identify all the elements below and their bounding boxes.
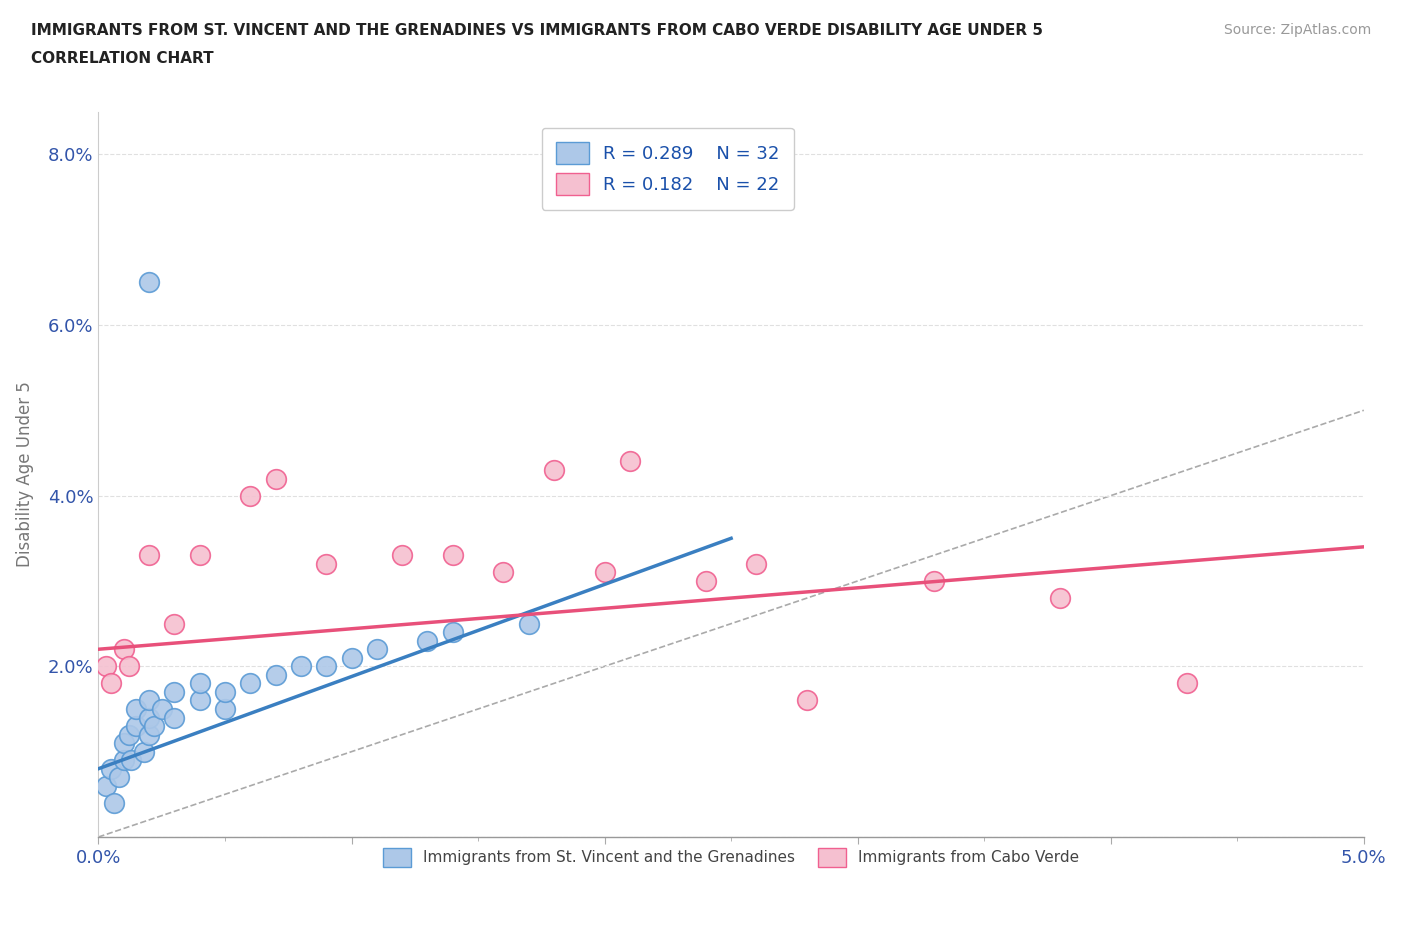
Point: [163, 617, 186, 631]
Point: [922, 574, 945, 589]
Y-axis label: Disability Age Under 5: Disability Age Under 5: [15, 381, 34, 567]
Point: [1175, 676, 1198, 691]
Legend: Immigrants from St. Vincent and the Grenadines, Immigrants from Cabo Verde: Immigrants from St. Vincent and the Gren…: [377, 842, 1085, 873]
Point: [138, 727, 160, 742]
Point: [94, 778, 117, 793]
Point: [138, 548, 160, 563]
Point: [94, 658, 117, 673]
Point: [492, 565, 515, 580]
Point: [188, 548, 211, 563]
Point: [517, 617, 540, 631]
Point: [391, 548, 413, 563]
Point: [118, 727, 141, 742]
Point: [107, 770, 129, 785]
Point: [441, 548, 464, 563]
Point: [138, 693, 160, 708]
Point: [214, 684, 236, 699]
Point: [441, 625, 464, 640]
Point: [138, 275, 160, 290]
Point: [264, 668, 287, 683]
Point: [315, 658, 337, 673]
Point: [796, 693, 818, 708]
Text: Source: ZipAtlas.com: Source: ZipAtlas.com: [1223, 23, 1371, 37]
Point: [125, 701, 148, 716]
Point: [340, 650, 363, 665]
Point: [239, 488, 262, 503]
Point: [239, 676, 262, 691]
Point: [366, 642, 388, 657]
Point: [188, 693, 211, 708]
Point: [619, 454, 641, 469]
Point: [163, 684, 186, 699]
Text: CORRELATION CHART: CORRELATION CHART: [31, 51, 214, 66]
Point: [188, 676, 211, 691]
Point: [543, 462, 565, 477]
Point: [264, 472, 287, 486]
Point: [132, 744, 155, 759]
Point: [695, 574, 717, 589]
Point: [125, 719, 148, 734]
Point: [118, 658, 141, 673]
Point: [290, 658, 312, 673]
Text: IMMIGRANTS FROM ST. VINCENT AND THE GRENADINES VS IMMIGRANTS FROM CABO VERDE DIS: IMMIGRANTS FROM ST. VINCENT AND THE GREN…: [31, 23, 1043, 38]
Point: [315, 556, 337, 571]
Point: [100, 762, 122, 777]
Point: [150, 701, 173, 716]
Point: [143, 719, 166, 734]
Point: [745, 556, 768, 571]
Point: [120, 752, 142, 767]
Point: [163, 711, 186, 725]
Point: [100, 676, 122, 691]
Point: [103, 795, 125, 810]
Point: [1049, 591, 1071, 605]
Point: [112, 752, 135, 767]
Point: [593, 565, 616, 580]
Point: [214, 701, 236, 716]
Point: [138, 711, 160, 725]
Point: [112, 642, 135, 657]
Point: [416, 633, 439, 648]
Point: [112, 736, 135, 751]
